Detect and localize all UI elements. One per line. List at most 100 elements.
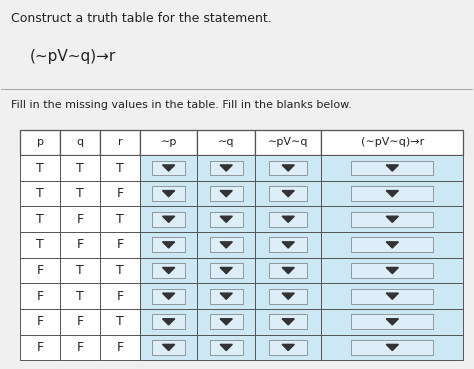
- Text: r: r: [118, 137, 122, 147]
- Bar: [321, 309, 463, 335]
- Bar: [100, 207, 140, 232]
- Bar: [100, 232, 140, 258]
- Bar: [60, 258, 100, 283]
- Bar: [197, 207, 255, 232]
- Polygon shape: [163, 216, 175, 223]
- Bar: [321, 207, 463, 232]
- Text: F: F: [76, 213, 83, 226]
- Text: T: T: [36, 213, 44, 226]
- Polygon shape: [220, 190, 232, 197]
- Bar: [255, 130, 321, 155]
- Bar: [60, 232, 100, 258]
- Bar: [351, 289, 433, 304]
- Bar: [140, 309, 197, 335]
- Bar: [269, 314, 308, 329]
- Polygon shape: [282, 268, 294, 274]
- Bar: [20, 258, 60, 283]
- Text: F: F: [116, 290, 123, 303]
- Bar: [269, 212, 308, 227]
- Text: T: T: [76, 187, 84, 200]
- Polygon shape: [386, 165, 399, 171]
- Bar: [351, 212, 433, 227]
- Bar: [20, 335, 60, 360]
- Text: ∼p: ∼p: [160, 137, 177, 147]
- Polygon shape: [163, 293, 175, 299]
- Polygon shape: [163, 165, 175, 171]
- Bar: [269, 238, 308, 252]
- Polygon shape: [220, 293, 232, 299]
- Bar: [197, 181, 255, 207]
- Polygon shape: [386, 242, 399, 248]
- Text: (∼pV∼q)→r: (∼pV∼q)→r: [361, 137, 424, 147]
- Bar: [60, 335, 100, 360]
- Polygon shape: [386, 216, 399, 223]
- Polygon shape: [220, 165, 232, 171]
- Bar: [100, 130, 140, 155]
- Bar: [140, 258, 197, 283]
- Bar: [351, 263, 433, 278]
- Polygon shape: [282, 242, 294, 248]
- Bar: [140, 207, 197, 232]
- Polygon shape: [386, 344, 399, 351]
- Polygon shape: [163, 190, 175, 197]
- Bar: [100, 155, 140, 181]
- Bar: [269, 186, 308, 201]
- Bar: [197, 155, 255, 181]
- Bar: [321, 232, 463, 258]
- Text: ∼q: ∼q: [218, 137, 235, 147]
- Bar: [60, 181, 100, 207]
- Text: Construct a truth table for the statement.: Construct a truth table for the statemen…: [11, 13, 272, 25]
- Bar: [351, 186, 433, 201]
- Polygon shape: [220, 344, 232, 351]
- Bar: [269, 289, 308, 304]
- Text: F: F: [36, 315, 44, 328]
- Bar: [20, 283, 60, 309]
- Bar: [255, 155, 321, 181]
- Bar: [269, 340, 308, 355]
- Bar: [197, 283, 255, 309]
- Bar: [255, 335, 321, 360]
- Polygon shape: [220, 268, 232, 274]
- Bar: [20, 207, 60, 232]
- Polygon shape: [282, 216, 294, 223]
- Bar: [152, 238, 185, 252]
- Text: F: F: [116, 187, 123, 200]
- Bar: [100, 258, 140, 283]
- Polygon shape: [282, 190, 294, 197]
- Bar: [210, 314, 243, 329]
- Polygon shape: [282, 344, 294, 351]
- Bar: [321, 258, 463, 283]
- Bar: [255, 283, 321, 309]
- Polygon shape: [282, 293, 294, 299]
- Bar: [210, 263, 243, 278]
- Bar: [20, 181, 60, 207]
- Bar: [152, 289, 185, 304]
- Polygon shape: [163, 344, 175, 351]
- Bar: [20, 232, 60, 258]
- Bar: [197, 258, 255, 283]
- Bar: [255, 232, 321, 258]
- Text: T: T: [76, 162, 84, 175]
- Bar: [197, 232, 255, 258]
- Text: F: F: [76, 341, 83, 354]
- Text: (∼pV∼q)→r: (∼pV∼q)→r: [30, 49, 116, 64]
- Bar: [60, 309, 100, 335]
- Bar: [210, 161, 243, 175]
- Text: q: q: [76, 137, 83, 147]
- Bar: [197, 309, 255, 335]
- Bar: [321, 181, 463, 207]
- Polygon shape: [163, 242, 175, 248]
- Bar: [20, 130, 60, 155]
- Text: F: F: [36, 341, 44, 354]
- Bar: [152, 263, 185, 278]
- Text: F: F: [36, 290, 44, 303]
- Bar: [100, 309, 140, 335]
- Bar: [140, 155, 197, 181]
- Polygon shape: [163, 319, 175, 325]
- Bar: [255, 207, 321, 232]
- Bar: [152, 314, 185, 329]
- Bar: [197, 335, 255, 360]
- Bar: [152, 161, 185, 175]
- Bar: [140, 232, 197, 258]
- Bar: [255, 309, 321, 335]
